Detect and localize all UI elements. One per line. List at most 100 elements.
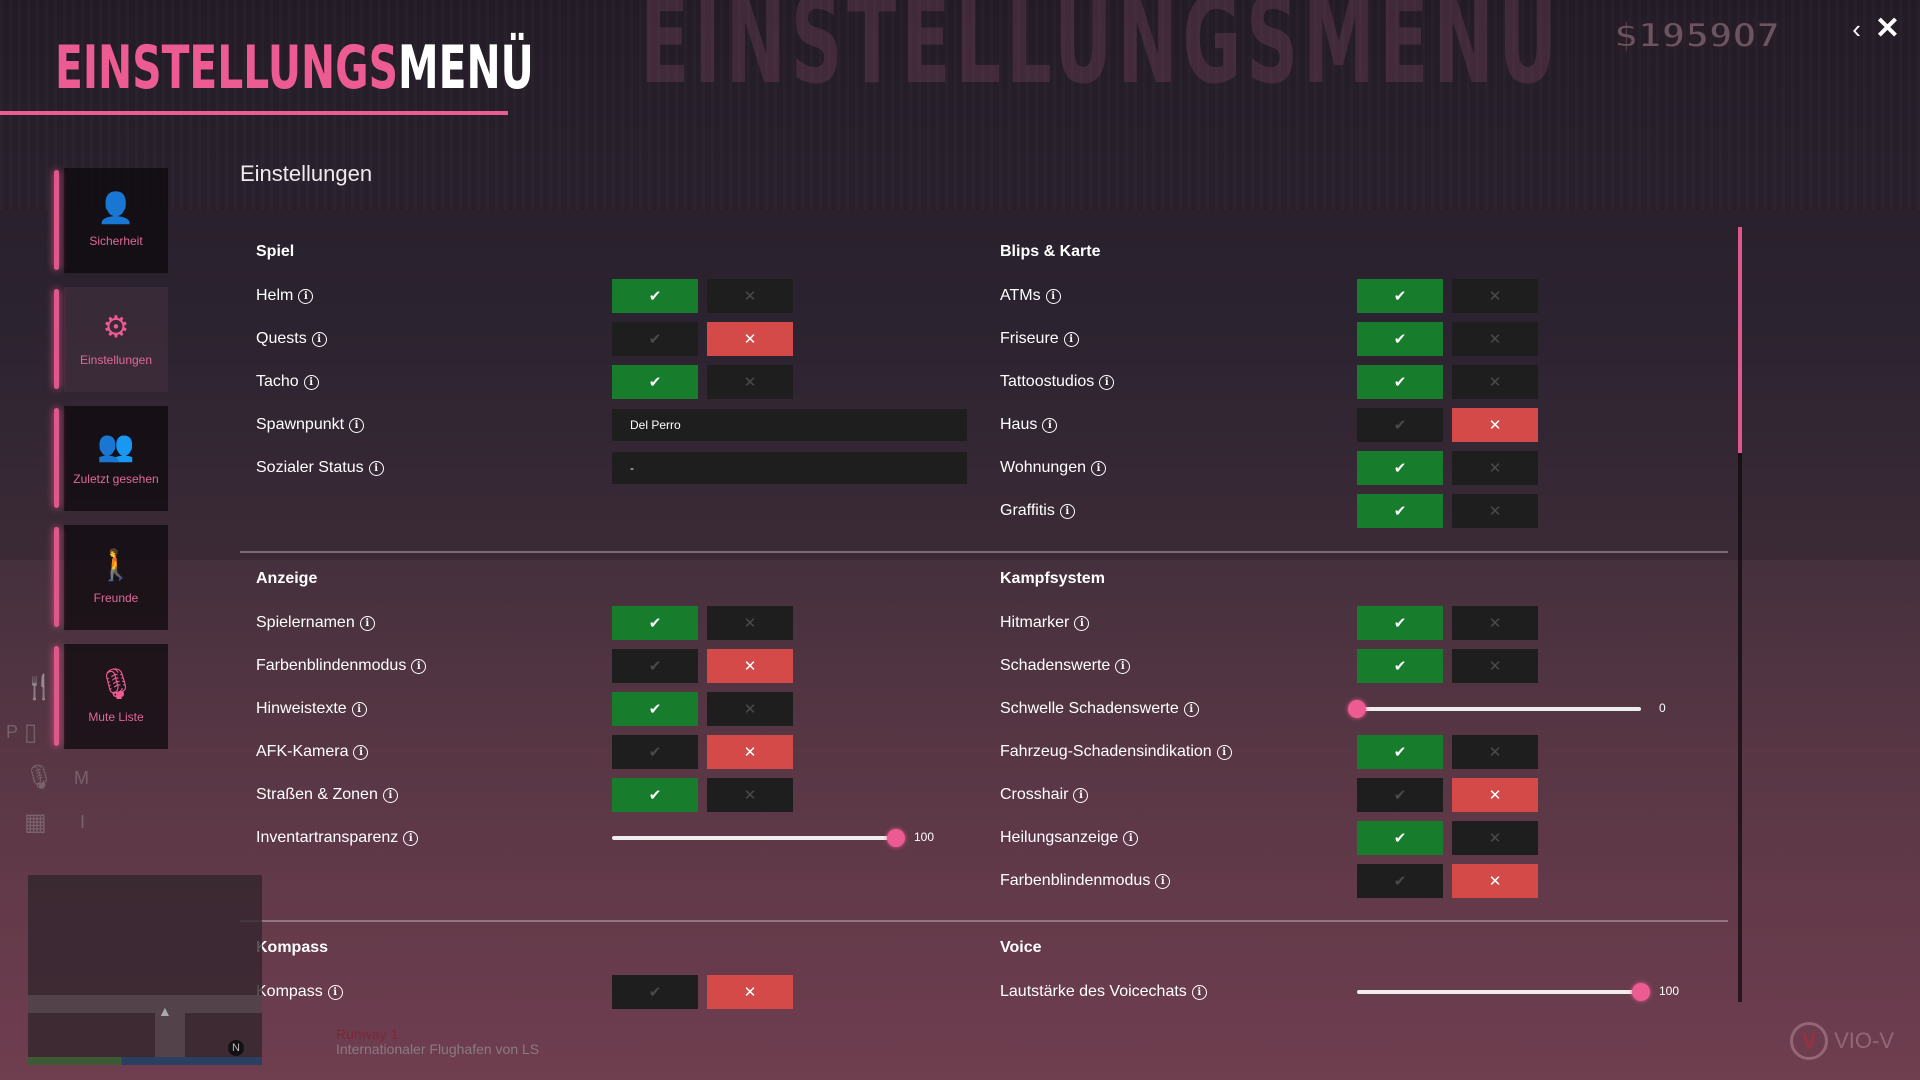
close-icon[interactable]: ✕ bbox=[1874, 12, 1900, 45]
info-icon[interactable]: i bbox=[359, 615, 375, 631]
text-input[interactable]: Del Perro bbox=[612, 409, 967, 441]
slider-thumb[interactable] bbox=[887, 829, 905, 847]
toggle-no-button[interactable]: ✕ bbox=[707, 692, 793, 726]
sidebar-item-freunde[interactable]: 🚶 Freunde bbox=[54, 525, 168, 630]
info-icon[interactable]: i bbox=[1073, 787, 1089, 803]
info-icon[interactable]: i bbox=[1059, 503, 1075, 519]
info-icon[interactable]: i bbox=[1123, 830, 1139, 846]
toggle-no-button[interactable]: ✕ bbox=[707, 606, 793, 640]
setting-row: Fahrzeug-Schadensindikation i ✔ ✕ bbox=[1000, 735, 1538, 769]
info-icon[interactable]: i bbox=[368, 460, 384, 476]
slider-thumb[interactable] bbox=[1348, 700, 1366, 718]
toggle-yes-button[interactable]: ✔ bbox=[1357, 365, 1443, 399]
check-icon: ✔ bbox=[648, 374, 662, 391]
info-icon[interactable]: i bbox=[351, 701, 367, 717]
toggle-no-button[interactable]: ✕ bbox=[707, 735, 793, 769]
scrollbar-thumb[interactable] bbox=[1738, 227, 1742, 453]
toggle-no-button[interactable]: ✕ bbox=[1452, 494, 1538, 528]
info-icon[interactable]: i bbox=[1155, 873, 1171, 889]
toggle-no-button[interactable]: ✕ bbox=[1452, 864, 1538, 898]
sidebar-item-mute-liste[interactable]: 🎙 Mute Liste bbox=[54, 644, 168, 749]
info-icon[interactable]: i bbox=[1216, 744, 1232, 760]
toggle-yes-button[interactable]: ✔ bbox=[1357, 649, 1443, 683]
info-icon[interactable]: i bbox=[1115, 658, 1131, 674]
toggle-yes-button[interactable]: ✔ bbox=[612, 365, 698, 399]
x-icon: ✕ bbox=[1488, 873, 1502, 890]
slider-track[interactable] bbox=[612, 836, 896, 840]
toggle-yes-button[interactable]: ✔ bbox=[1357, 408, 1443, 442]
text-input[interactable]: - bbox=[612, 452, 967, 484]
toggle-no-button[interactable]: ✕ bbox=[1452, 408, 1538, 442]
toggle-yes-button[interactable]: ✔ bbox=[1357, 451, 1443, 485]
sidebar-item-zuletzt-gesehen[interactable]: 👥 Zuletzt gesehen bbox=[54, 406, 168, 511]
toggle-no-button[interactable]: ✕ bbox=[1452, 322, 1538, 356]
toggle-yes-button[interactable]: ✔ bbox=[612, 778, 698, 812]
setting-label: Spawnpunkt i bbox=[256, 416, 365, 434]
toggle-no-button[interactable]: ✕ bbox=[707, 322, 793, 356]
info-icon[interactable]: i bbox=[303, 374, 319, 390]
slider[interactable]: 100 bbox=[1357, 975, 1679, 1009]
toggle-no-button[interactable]: ✕ bbox=[1452, 649, 1538, 683]
info-icon[interactable]: i bbox=[1183, 701, 1199, 717]
chevron-left-icon[interactable]: ‹ bbox=[1852, 14, 1861, 44]
slider[interactable]: 100 bbox=[612, 821, 934, 855]
info-icon[interactable]: i bbox=[1091, 460, 1106, 476]
info-icon[interactable]: i bbox=[1042, 417, 1058, 433]
toggle-yes-button[interactable]: ✔ bbox=[1357, 864, 1443, 898]
info-icon[interactable]: i bbox=[349, 417, 365, 433]
setting-row: AFK-Kamera i ✔ ✕ bbox=[256, 735, 793, 769]
toggle-yes-button[interactable]: ✔ bbox=[612, 975, 698, 1009]
info-icon[interactable]: i bbox=[411, 658, 427, 674]
sidebar-item-sicherheit[interactable]: 👤 Sicherheit bbox=[54, 168, 168, 273]
info-icon[interactable]: i bbox=[311, 331, 327, 347]
setting-row: Graffitis i ✔ ✕ bbox=[1000, 494, 1538, 528]
toggle-yes-button[interactable]: ✔ bbox=[612, 735, 698, 769]
toggle-yes-button[interactable]: ✔ bbox=[1357, 494, 1443, 528]
info-icon[interactable]: i bbox=[327, 984, 343, 1000]
slider-thumb[interactable] bbox=[1632, 983, 1650, 1001]
slider-track[interactable] bbox=[1357, 990, 1641, 994]
toggle-no-button[interactable]: ✕ bbox=[707, 649, 793, 683]
setting-label-text: Lautstärke des Voicechats bbox=[1000, 983, 1187, 1000]
toggle-yes-button[interactable]: ✔ bbox=[1357, 735, 1443, 769]
info-icon[interactable]: i bbox=[298, 288, 314, 304]
toggle-no-button[interactable]: ✕ bbox=[1452, 451, 1538, 485]
info-icon[interactable]: i bbox=[1045, 288, 1061, 304]
toggle-no-button[interactable]: ✕ bbox=[1452, 821, 1538, 855]
toggle-yes-button[interactable]: ✔ bbox=[1357, 279, 1443, 313]
toggle-yes-button[interactable]: ✔ bbox=[612, 649, 698, 683]
toggle-yes-button[interactable]: ✔ bbox=[1357, 778, 1443, 812]
toggle-yes-button[interactable]: ✔ bbox=[612, 692, 698, 726]
toggle-no-button[interactable]: ✕ bbox=[1452, 365, 1538, 399]
sidebar-item-indicator bbox=[54, 646, 59, 746]
info-icon[interactable]: i bbox=[353, 744, 369, 760]
info-icon[interactable]: i bbox=[403, 830, 419, 846]
slider-track[interactable] bbox=[1357, 707, 1641, 711]
setting-row: Wohnungen i ✔ ✕ bbox=[1000, 451, 1538, 485]
toggle-no-button[interactable]: ✕ bbox=[1452, 279, 1538, 313]
toggle-no-button[interactable]: ✕ bbox=[1452, 606, 1538, 640]
toggle-yes-button[interactable]: ✔ bbox=[612, 279, 698, 313]
toggle-no-button[interactable]: ✕ bbox=[707, 365, 793, 399]
info-icon[interactable]: i bbox=[1074, 615, 1090, 631]
info-icon[interactable]: i bbox=[1191, 984, 1207, 1000]
slider[interactable]: 0 bbox=[1348, 692, 1666, 726]
info-icon[interactable]: i bbox=[1099, 374, 1115, 390]
hud-key-p: P bbox=[6, 722, 19, 742]
check-icon: ✔ bbox=[648, 331, 662, 348]
toggle-no-button[interactable]: ✕ bbox=[1452, 735, 1538, 769]
toggle-no-button[interactable]: ✕ bbox=[707, 279, 793, 313]
toggle-yes-button[interactable]: ✔ bbox=[612, 606, 698, 640]
scrollbar[interactable] bbox=[1738, 227, 1742, 1002]
toggle-yes-button[interactable]: ✔ bbox=[1357, 606, 1443, 640]
sidebar-item-einstellungen[interactable]: ⚙ Einstellungen bbox=[54, 287, 168, 392]
toggle-yes-button[interactable]: ✔ bbox=[1357, 322, 1443, 356]
toggle-no-button[interactable]: ✕ bbox=[707, 975, 793, 1009]
toggle-yes-button[interactable]: ✔ bbox=[1357, 821, 1443, 855]
toggle-no-button[interactable]: ✕ bbox=[707, 778, 793, 812]
toggle-no-button[interactable]: ✕ bbox=[1452, 778, 1538, 812]
info-icon[interactable]: i bbox=[382, 787, 398, 803]
info-icon[interactable]: i bbox=[1063, 331, 1079, 347]
toggle-yes-button[interactable]: ✔ bbox=[612, 322, 698, 356]
x-icon: ✕ bbox=[743, 288, 757, 305]
